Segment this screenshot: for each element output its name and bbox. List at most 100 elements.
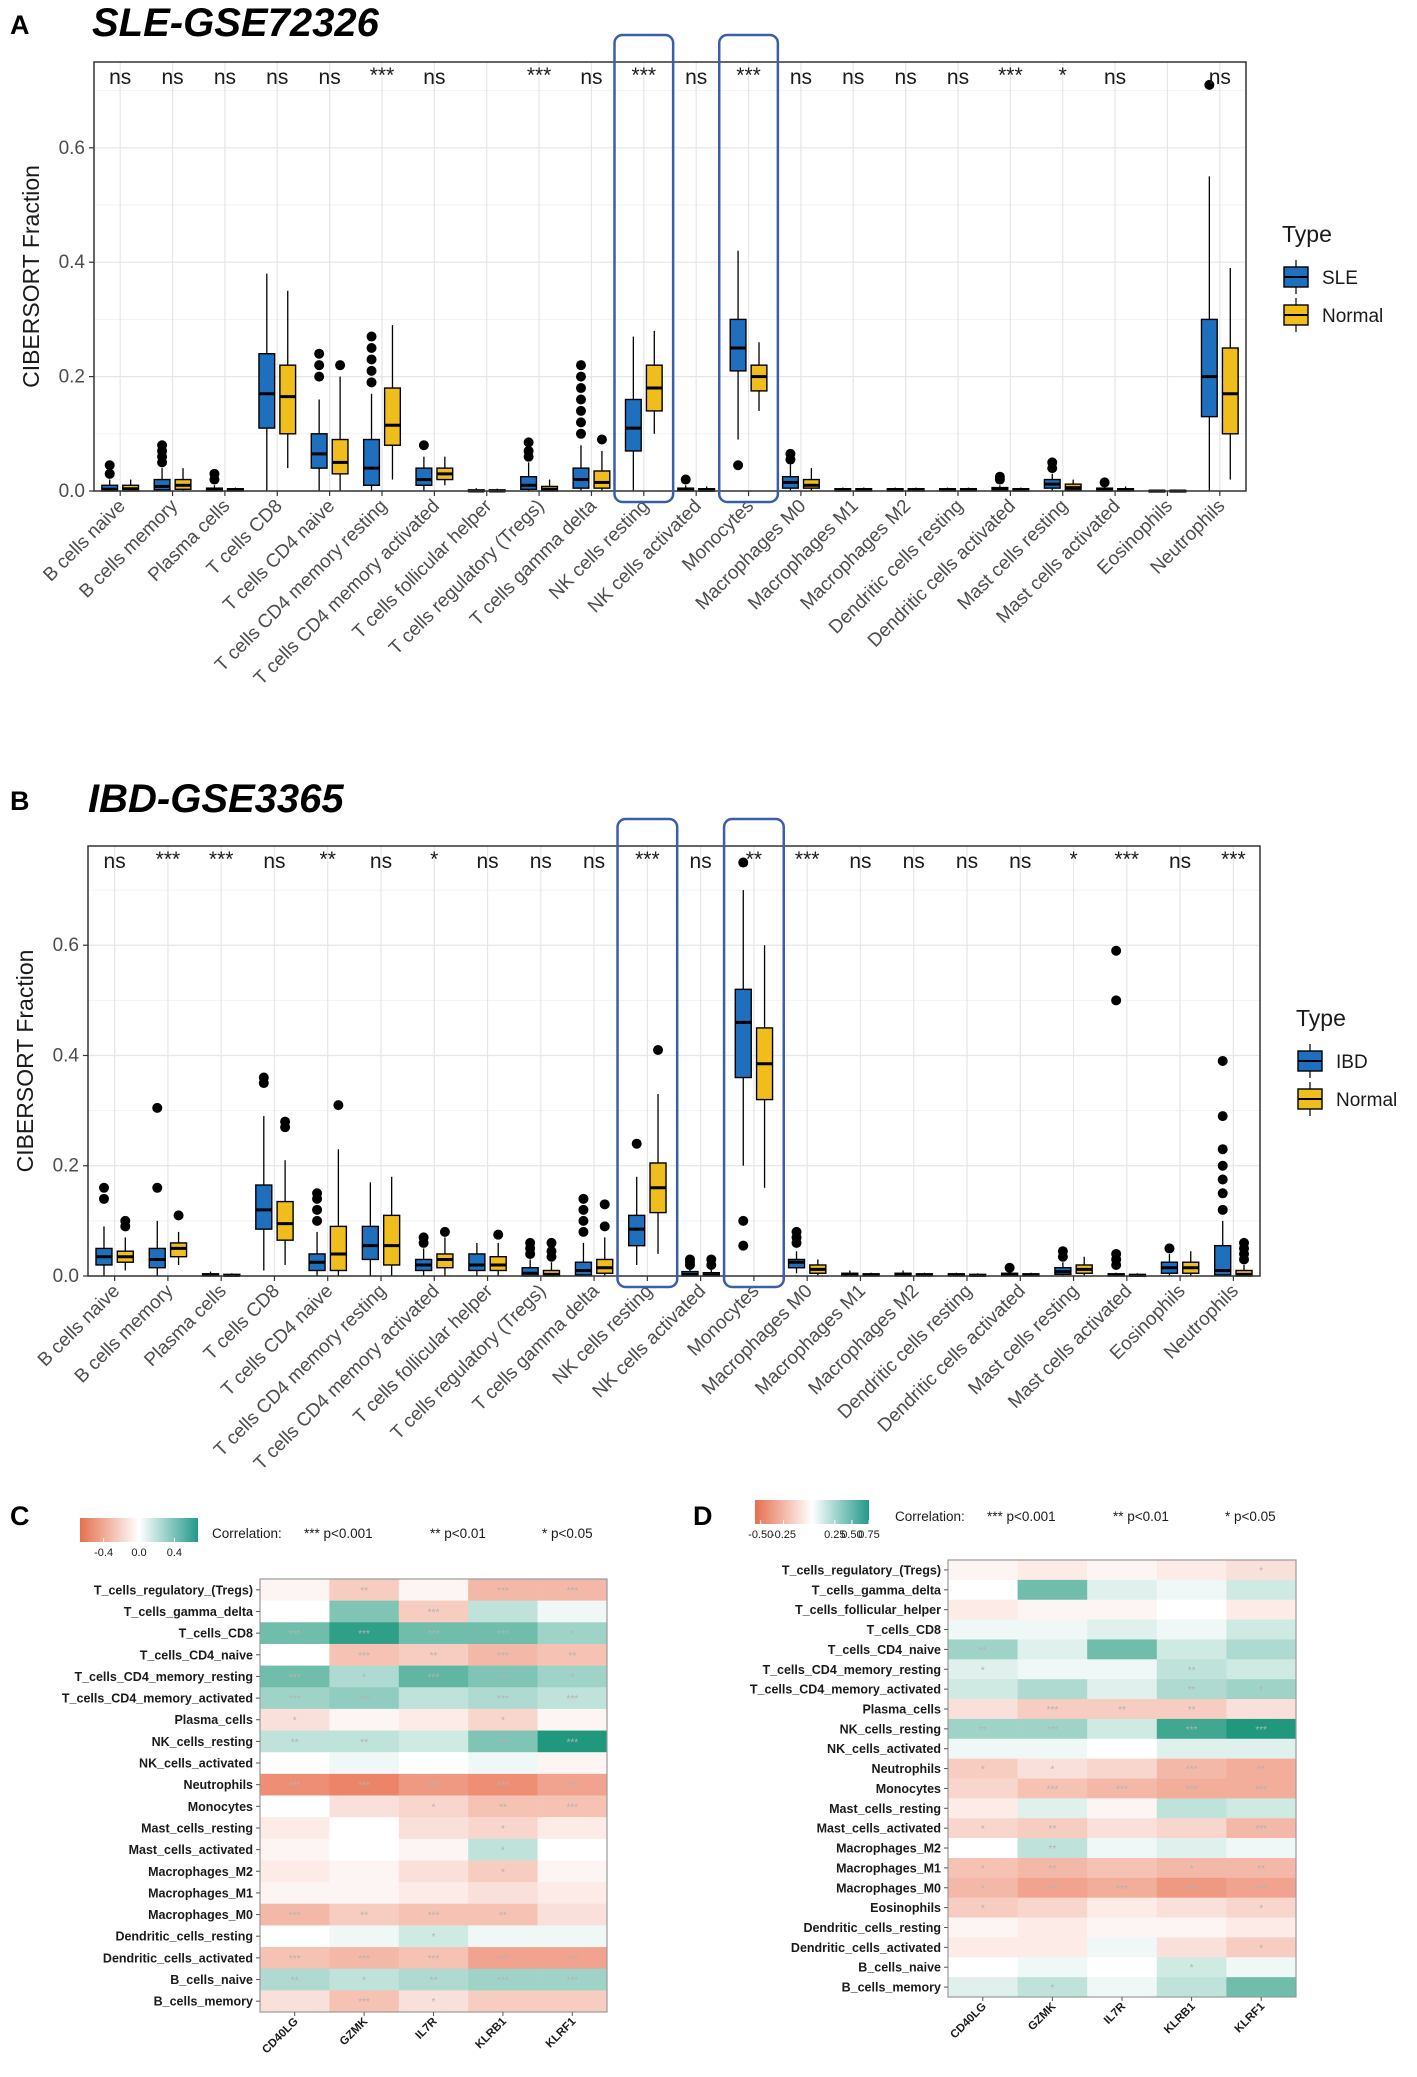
- significance-label: ns: [842, 66, 864, 89]
- significance-label: ns: [161, 66, 183, 89]
- box-normal-neutrophils: [1221, 267, 1239, 480]
- heatmap-star: **: [360, 1586, 368, 1597]
- y-tick-label: 0.4: [53, 1045, 80, 1066]
- heatmap-cell-dendritic-cells-resting-cd40lg: [260, 1925, 330, 1948]
- box-outlier: [575, 405, 586, 416]
- heatmap-cell-t-cells-cd4-memory-resting-klrf1: [1226, 1659, 1297, 1680]
- heatmap-star: ***: [428, 1607, 440, 1618]
- heatmap-cell-macrophages-m2-gzmk: [1017, 1838, 1088, 1859]
- heatmap-cell-mast-cells-resting-klrf1: [537, 1817, 608, 1840]
- heatmap-cell-b-cells-naive-klrb1: [468, 1968, 538, 1991]
- heatmap-cell-macrophages-m2-cd40lg: [948, 1838, 1018, 1859]
- box-outlier: [152, 1182, 163, 1193]
- row-label: Plasma_cells: [862, 1702, 941, 1716]
- heatmap-star: *: [501, 1824, 505, 1835]
- heatmap-star: **: [499, 1802, 507, 1813]
- row-label: B_cells_naive: [858, 1961, 941, 1975]
- heatmap-star: *: [432, 1802, 436, 1813]
- heatmap-cell-plasma-cells-cd40lg: [260, 1708, 330, 1731]
- column-label: CD40LG: [948, 2001, 989, 2042]
- box-normal-b-cells-memory: [169, 1210, 188, 1265]
- heatmap-cell-mast-cells-resting-cd40lg: [260, 1817, 330, 1840]
- heatmap-cell-nk-cells-resting-gzmk: [1017, 1718, 1088, 1740]
- heatmap-cell-nk-cells-activated-gzmk: [1017, 1738, 1088, 1759]
- heatmap-cell-nk-cells-activated-gzmk: [329, 1752, 400, 1775]
- heatmap-star: ***: [1255, 1784, 1267, 1795]
- heatmap-cell-macrophages-m1-klrb1: [468, 1882, 538, 1905]
- heatmap-cell-macrophages-m0-klrf1: [537, 1903, 608, 1926]
- heatmap-cell-t-cells-cd4-naive-cd40lg: [260, 1643, 330, 1666]
- box-normal-mast-cells-resting: [1075, 1256, 1093, 1276]
- heatmap-cell-dendritic-cells-resting-gzmk: [1017, 1917, 1088, 1938]
- significance-label: ns: [263, 850, 285, 873]
- heatmap-cell-macrophages-m1-il7r: [1087, 1857, 1158, 1879]
- row-label: T_cells_regulatory_(Tregs): [782, 1563, 941, 1577]
- significance-label: ns: [104, 850, 126, 873]
- row-label: Plasma_cells: [174, 1713, 253, 1727]
- heatmap-cell-dendritic-cells-resting-il7r: [1087, 1917, 1158, 1938]
- box-outlier: [1239, 1237, 1250, 1248]
- box-outlier: [684, 1254, 695, 1265]
- box-ibd-t-cells-cd4-naive: [308, 1188, 326, 1276]
- heatmap-cell-t-cells-cd4-memory-resting-klrb1: [1156, 1659, 1227, 1680]
- heatmap-cell-mast-cells-resting-gzmk: [329, 1817, 400, 1840]
- heatmap-cell-t-cells-regulatory-tregs-klrf1: [537, 1579, 608, 1601]
- heatmap-cell-t-cells-cd8-klrf1: [537, 1622, 608, 1645]
- heatmap-cell-dendritic-cells-resting-klrf1: [1226, 1917, 1297, 1938]
- heatmap-cell-dendritic-cells-resting-klrb1: [1156, 1917, 1227, 1938]
- heatmap-star: **: [1257, 1765, 1265, 1776]
- heatmap-cell-mast-cells-activated-gzmk: [329, 1838, 400, 1861]
- column-label: GZMK: [1026, 2000, 1059, 2033]
- heatmap-cell-b-cells-naive-cd40lg: [260, 1968, 330, 1991]
- significance-label: ns: [583, 850, 605, 873]
- heatmap-cell-plasma-cells-gzmk: [1017, 1699, 1088, 1720]
- highlight-box-nk-cells-resting: [616, 817, 679, 1289]
- significance-label: ***: [1221, 848, 1246, 871]
- box-outlier: [596, 434, 607, 445]
- heatmap-star: ***: [1116, 1884, 1128, 1895]
- heatmap-cell-mast-cells-activated-klrb1: [1156, 1818, 1227, 1839]
- box-body: [276, 1200, 294, 1241]
- heatmap-cell-plasma-cells-klrf1: [537, 1708, 608, 1731]
- heatmap-star: *: [981, 1765, 985, 1776]
- row-label: T_cells_CD8: [867, 1623, 941, 1637]
- heatmap-star: ***: [1116, 1784, 1128, 1795]
- box-normal-monocytes: [750, 342, 768, 411]
- box-body: [255, 1184, 273, 1230]
- box-normal-eosinophils: [1182, 1251, 1200, 1276]
- heatmap-cell-t-cells-follicular-helper-klrb1: [1156, 1599, 1227, 1620]
- legend-tick-label: -0.25: [771, 1529, 796, 1541]
- heatmap-star: **: [1049, 1824, 1057, 1835]
- box-normal-t-cells-gamma-delta: [593, 434, 611, 491]
- box-sle-mast-cells-activated: [1096, 477, 1114, 492]
- box-sle-t-cells-cd4-naive: [310, 348, 328, 491]
- heatmap-cell-mast-cells-activated-il7r: [1087, 1818, 1158, 1839]
- heatmap-cell-t-cells-cd4-naive-il7r: [1087, 1639, 1158, 1660]
- significance-label: ns: [895, 66, 917, 89]
- box-body: [153, 478, 171, 491]
- heatmap-cell-plasma-cells-klrb1: [468, 1708, 538, 1731]
- box-sle-t-cells-cd4-memory-resting: [362, 331, 381, 491]
- box-outlier: [575, 383, 586, 394]
- heatmap-star: ***: [566, 1781, 578, 1792]
- box-outlier: [104, 468, 115, 479]
- heatmap-cell-mast-cells-resting-gzmk: [1017, 1798, 1088, 1819]
- heatmap-cell-t-cells-cd4-naive-il7r: [398, 1643, 469, 1666]
- box-normal-t-cells-cd8: [279, 290, 297, 469]
- correlation-label: Correlation:: [895, 1509, 965, 1524]
- y-tick-label: 0.6: [53, 935, 79, 956]
- significance-label: *: [430, 848, 438, 871]
- box-normal-nk-cells-resting: [649, 1044, 667, 1254]
- heatmap-cell-macrophages-m2-cd40lg: [260, 1860, 330, 1883]
- heatmap-cell-mast-cells-activated-cd40lg: [260, 1838, 330, 1861]
- row-label: Dendritic_cells_activated: [103, 1951, 253, 1965]
- box-outlier: [314, 371, 325, 382]
- box-normal-t-cells-gamma-delta: [596, 1199, 614, 1276]
- row-label: NK_cells_resting: [152, 1735, 253, 1749]
- box-body: [310, 433, 328, 469]
- heatmap-cell-dendritic-cells-activated-klrb1: [1156, 1937, 1227, 1958]
- heatmap-cell-t-cells-cd4-memory-activated-cd40lg: [948, 1679, 1018, 1700]
- heatmap-cell-macrophages-m0-gzmk: [1017, 1877, 1088, 1898]
- heatmap-star: *: [1050, 1765, 1054, 1776]
- heatmap-cell-macrophages-m1-cd40lg: [948, 1857, 1018, 1879]
